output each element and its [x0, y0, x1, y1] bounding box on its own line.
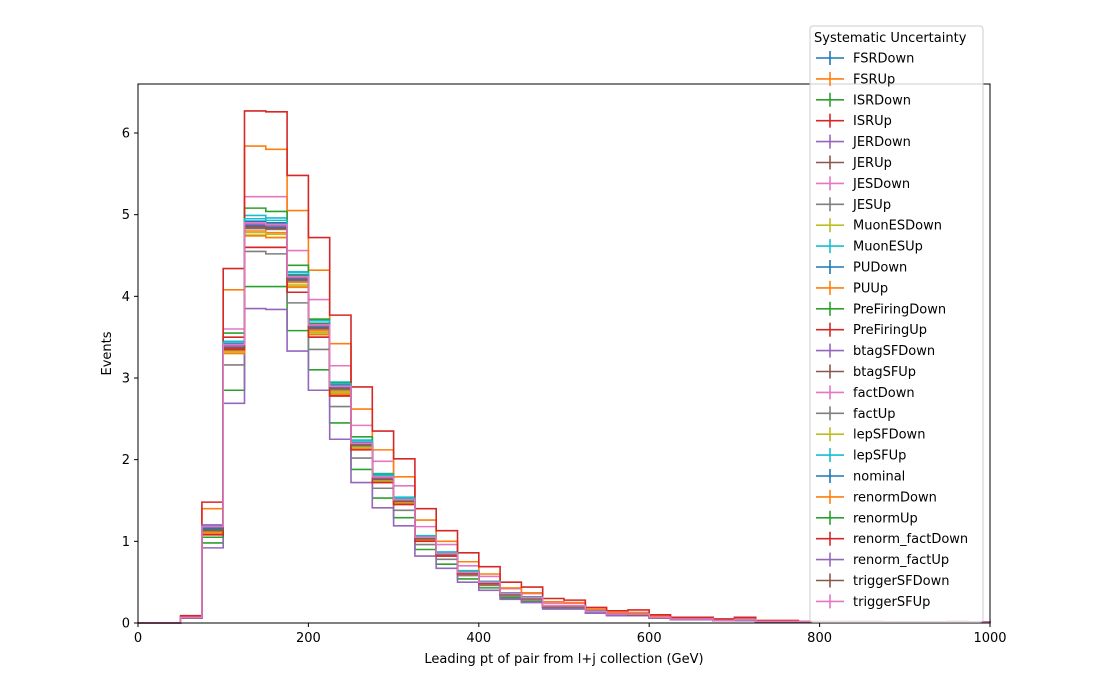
legend-item: FSRUp: [816, 71, 895, 87]
x-tick-label: 400: [466, 631, 491, 646]
legend-label: JERUp: [852, 156, 892, 171]
y-tick-label: 0: [122, 617, 130, 632]
legend-box: [809, 25, 984, 623]
legend-label: PreFiringUp: [853, 323, 927, 338]
legend-item: ISRDown: [816, 92, 911, 108]
series-triggerSFUp: [138, 222, 991, 624]
legend-item: renormUp: [816, 510, 918, 526]
legend-title: Systematic Uncertainty: [814, 31, 967, 46]
legend-label: btagSFDown: [853, 344, 935, 359]
legend-label: PreFiringDown: [853, 302, 946, 317]
legend-label: ISRUp: [853, 114, 892, 129]
legend-label: MuonESDown: [853, 219, 942, 234]
legend-label: ISRDown: [853, 93, 911, 108]
y-axis-label: Events: [100, 331, 115, 375]
legend-label: lepSFDown: [853, 428, 925, 443]
x-tick-label: 1000: [973, 631, 1006, 646]
plot-frame: [137, 83, 991, 624]
y-tick-label: 5: [122, 208, 130, 223]
legend-items: FSRDown FSRUp ISRDown ISRUp JERDown JERUp JESD…: [816, 51, 968, 610]
legend-item: JERUp: [816, 155, 892, 171]
x-axis-label: Leading pt of pair from l+j collection (…: [424, 652, 703, 667]
legend-item: PreFiringUp: [816, 322, 927, 338]
legend-label: PUUp: [853, 281, 888, 296]
y-tick-label: 4: [122, 290, 130, 305]
legend-item: PUDown: [816, 260, 907, 276]
legend-item: renormDown: [816, 489, 937, 505]
legend-item: ISRUp: [816, 113, 892, 129]
legend-item: renorm_factUp: [816, 552, 949, 568]
legend-label: triggerSFUp: [853, 595, 930, 610]
y-tick-label: 1: [122, 535, 130, 550]
legend-item: btagSFDown: [816, 343, 935, 359]
legend-label: triggerSFDown: [853, 574, 949, 589]
legend-item: JERDown: [816, 134, 911, 150]
legend-item: MuonESUp: [816, 239, 923, 255]
y-tick-label: 3: [122, 372, 130, 387]
legend-label: FSRDown: [853, 52, 914, 67]
legend-item: PreFiringDown: [816, 301, 946, 317]
legend-item: btagSFUp: [816, 364, 916, 380]
x-tick-label: 200: [296, 631, 321, 646]
legend-label: JESUp: [852, 198, 891, 213]
legend-item: JESUp: [816, 197, 891, 213]
legend-item: triggerSFUp: [816, 594, 930, 610]
y-tick-label: 2: [122, 453, 130, 468]
x-tick-label: 800: [807, 631, 832, 646]
legend-label: JERDown: [852, 135, 911, 150]
legend-item: factDown: [816, 385, 915, 401]
legend-label: factDown: [853, 386, 915, 401]
legend-label: PUDown: [853, 261, 907, 276]
legend-label: btagSFUp: [853, 365, 916, 380]
legend-label: FSRUp: [853, 72, 895, 87]
legend-item: factUp: [816, 406, 896, 422]
legend-item: nominal: [816, 469, 905, 485]
legend-item: triggerSFDown: [816, 573, 949, 589]
legend-item: JESDown: [816, 176, 910, 192]
legend: Systematic Uncertainty FSRDown FSRUp ISRDo…: [809, 25, 984, 623]
legend-label: renorm_factUp: [853, 553, 949, 568]
legend-label: lepSFUp: [853, 449, 906, 464]
legend-label: MuonESUp: [853, 240, 923, 255]
x-tick-label: 600: [637, 631, 662, 646]
axes-layer: 0 200 400 600 800 1000 0 1 2 3 4 5 6: [122, 127, 1007, 647]
legend-item: FSRDown: [816, 51, 914, 67]
legend-item: lepSFUp: [816, 448, 906, 464]
legend-item: lepSFDown: [816, 427, 925, 443]
x-tick-label: 0: [134, 631, 142, 646]
legend-label: renorm_factDown: [853, 532, 968, 547]
legend-label: factUp: [853, 407, 896, 422]
legend-label: JESDown: [852, 177, 910, 192]
legend-label: renormUp: [853, 511, 918, 526]
y-tick-label: 6: [122, 127, 130, 142]
legend-item: renorm_factDown: [816, 531, 968, 547]
legend-label: nominal: [853, 470, 905, 485]
legend-label: renormDown: [853, 490, 937, 505]
legend-item: MuonESDown: [816, 218, 942, 234]
legend-item: PUUp: [816, 280, 888, 296]
